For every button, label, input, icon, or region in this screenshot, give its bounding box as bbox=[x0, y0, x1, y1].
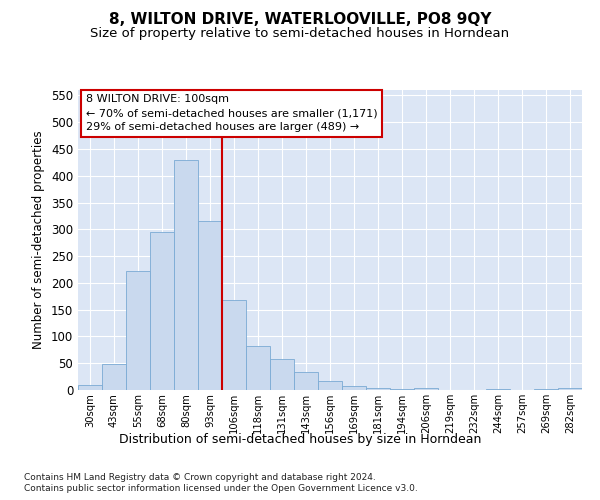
Bar bbox=[78, 384, 102, 390]
Bar bbox=[390, 389, 414, 390]
Bar bbox=[318, 381, 342, 390]
Text: Contains public sector information licensed under the Open Government Licence v3: Contains public sector information licen… bbox=[24, 484, 418, 493]
Bar bbox=[342, 386, 366, 390]
Text: Size of property relative to semi-detached houses in Horndean: Size of property relative to semi-detach… bbox=[91, 28, 509, 40]
Bar bbox=[294, 372, 318, 390]
Bar bbox=[270, 360, 294, 390]
Bar bbox=[150, 232, 174, 390]
Text: Distribution of semi-detached houses by size in Horndean: Distribution of semi-detached houses by … bbox=[119, 432, 481, 446]
Bar bbox=[102, 364, 126, 390]
Bar bbox=[558, 388, 582, 390]
Bar bbox=[222, 300, 246, 390]
Text: 8 WILTON DRIVE: 100sqm
← 70% of semi-detached houses are smaller (1,171)
29% of : 8 WILTON DRIVE: 100sqm ← 70% of semi-det… bbox=[86, 94, 377, 132]
Bar bbox=[414, 388, 438, 390]
Bar bbox=[198, 221, 222, 390]
Text: Contains HM Land Registry data © Crown copyright and database right 2024.: Contains HM Land Registry data © Crown c… bbox=[24, 472, 376, 482]
Text: 8, WILTON DRIVE, WATERLOOVILLE, PO8 9QY: 8, WILTON DRIVE, WATERLOOVILLE, PO8 9QY bbox=[109, 12, 491, 28]
Y-axis label: Number of semi-detached properties: Number of semi-detached properties bbox=[32, 130, 46, 350]
Bar bbox=[366, 388, 390, 390]
Bar bbox=[174, 160, 198, 390]
Bar bbox=[126, 271, 150, 390]
Bar bbox=[246, 346, 270, 390]
